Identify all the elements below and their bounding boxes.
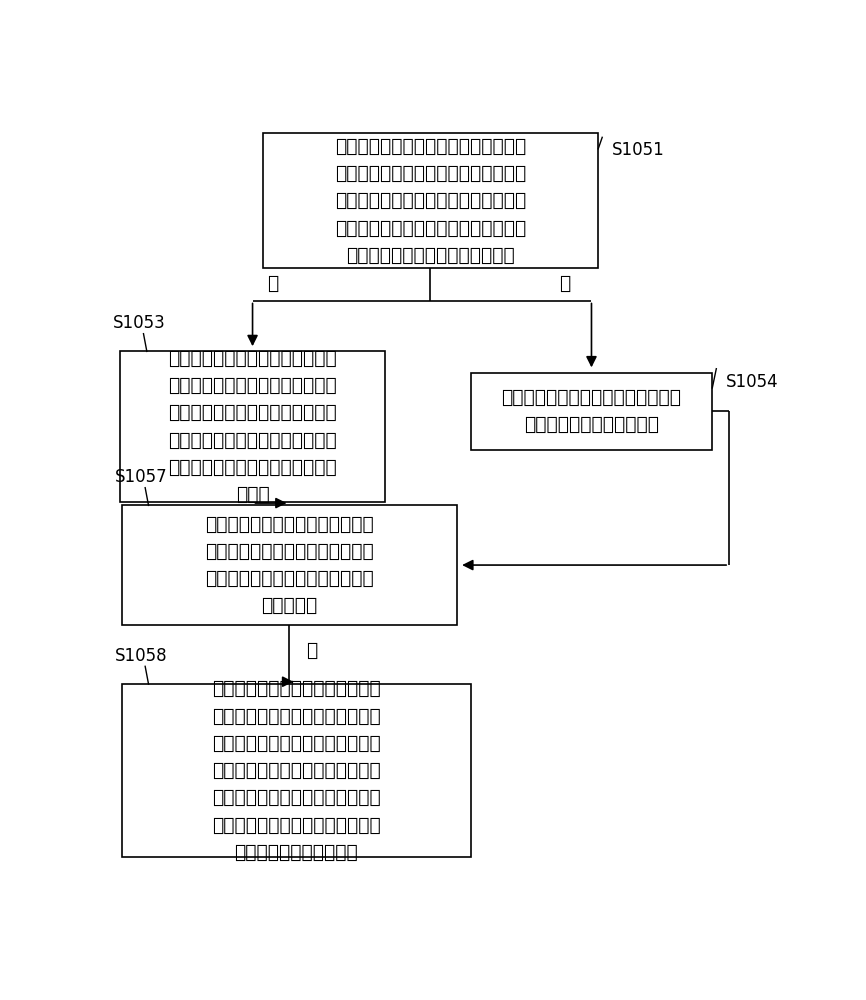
- Text: 当监听到一个加载完成事件时，将与该
加载完成事件关联的待显示对象作为当
前对象，根据所述待显示对象的预定显
示顺序，判断显示顺序排列在所述当前
对象之前的待显示: 当监听到一个加载完成事件时，将与该 加载完成事件关联的待显示对象作为当 前对象，…: [335, 137, 526, 265]
- Text: 将所述下一个待显示对象作为所述
当前对象，并根据所述瀑布流的流
向和所述显示顺序排列在所述当前
对象之前的待显示对象的尺寸，计
算所述当前对象在所述对象显示区
: 将所述下一个待显示对象作为所述 当前对象，并根据所述瀑布流的流 向和所述显示顺序…: [212, 679, 380, 862]
- Text: S1058: S1058: [115, 647, 168, 665]
- Text: 判断所述显示顺序排在所述当前对
象之后的下一个待显示对象是否在
所述已加载完成但未显示的待显示
对象集合中: 判断所述显示顺序排在所述当前对 象之后的下一个待显示对象是否在 所述已加载完成但…: [205, 515, 374, 615]
- Text: S1057: S1057: [115, 468, 168, 486]
- Text: S1053: S1053: [113, 314, 166, 332]
- Text: 根据瀑布流的流向和所述显示顺序
排列在所述当前对象之前的待显示
对象的尺寸，计算所述当前对象在
所述对象显示区域中的显示位置，
并将所述当前对象显示在所述显示
: 根据瀑布流的流向和所述显示顺序 排列在所述当前对象之前的待显示 对象的尺寸，计算…: [168, 349, 337, 504]
- Text: S1054: S1054: [726, 373, 779, 391]
- Text: 是: 是: [307, 641, 318, 660]
- Text: 是: 是: [267, 274, 278, 293]
- Text: 将所述当前对象存储到已加载完成但
未显示的待显示对象集合中: 将所述当前对象存储到已加载完成但 未显示的待显示对象集合中: [501, 388, 682, 434]
- Text: 否: 否: [559, 274, 570, 293]
- Bar: [262, 133, 598, 268]
- Bar: [121, 684, 471, 857]
- Bar: [121, 505, 457, 625]
- Bar: [471, 373, 712, 450]
- Bar: [120, 351, 385, 502]
- Text: S1051: S1051: [611, 141, 664, 159]
